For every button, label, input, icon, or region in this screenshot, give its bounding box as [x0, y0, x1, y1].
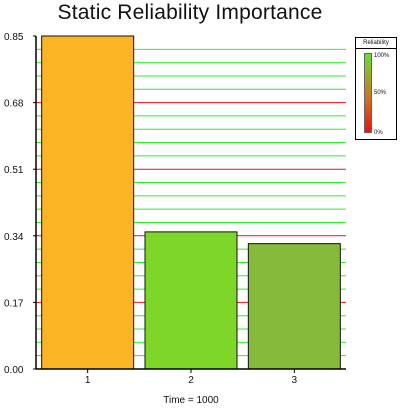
x-tick-label: 3: [292, 375, 298, 386]
bar-2: [144, 231, 238, 370]
y-tick-labels: 0.85 0.68 0.51 0.34 0.17 0.00: [4, 32, 36, 376]
y-tick-label: 0.85: [4, 32, 24, 43]
y-tick-label: 0.00: [4, 365, 24, 376]
legend: Reliability 100% 50% 0%: [355, 37, 397, 140]
legend-color-scale: [364, 53, 372, 133]
x-tick-label: 1: [85, 375, 91, 386]
x-axis-label: Time = 1000: [163, 395, 219, 406]
bar-1: [41, 35, 135, 370]
legend-label-high: 100%: [374, 53, 390, 59]
x-tick-label: 2: [188, 375, 194, 386]
y-tick-label: 0.17: [4, 298, 24, 309]
y-tick-label: 0.51: [4, 165, 24, 176]
y-tick-label: 0.68: [4, 99, 24, 110]
y-tick-label: 0.34: [4, 232, 24, 243]
legend-title: Reliability: [363, 40, 389, 46]
legend-label-low: 0%: [374, 130, 383, 136]
chart-title: Static Reliability Importance: [57, 1, 323, 24]
legend-divider: [356, 48, 396, 49]
bars: [41, 35, 341, 370]
x-tick-labels: 1 2 3: [85, 369, 298, 386]
legend-label-mid: 50%: [374, 90, 387, 96]
bar-3: [247, 243, 341, 370]
